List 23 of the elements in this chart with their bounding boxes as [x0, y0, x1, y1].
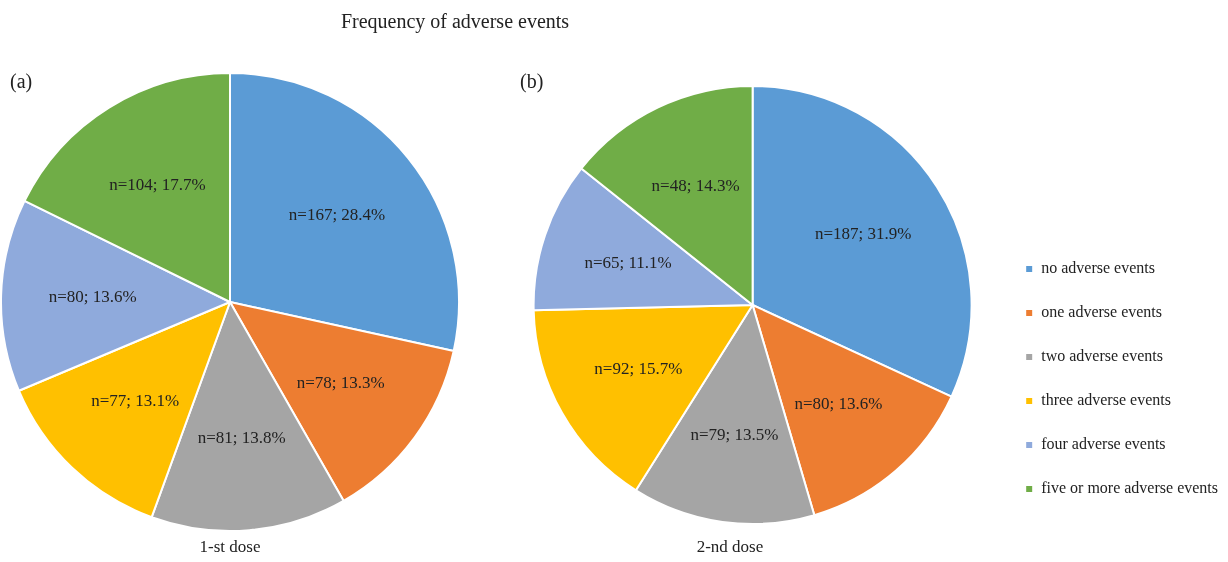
data-label: n=65; 11.1% — [584, 252, 672, 272]
data-label: n=77; 13.1% — [91, 390, 180, 410]
text: (b) — [520, 70, 544, 93]
data-label: n=79; 13.5% — [690, 424, 779, 444]
data-label: n=104; 17.7% — [109, 174, 206, 194]
data-label: n=92; 15.7% — [594, 359, 683, 379]
text: 2-nd dose — [696, 537, 764, 557]
data-label: n=80; 13.6% — [48, 287, 137, 307]
legend-label: five or more adverse events — [1041, 479, 1218, 497]
legend-label: no adverse events — [1041, 259, 1155, 277]
text: 1-st dose — [199, 537, 261, 557]
chart-title: Frequency of adverse events — [340, 10, 570, 33]
data-label: n=48; 14.3% — [651, 176, 740, 196]
data-label: n=187; 31.9% — [815, 223, 912, 243]
text: (a) — [10, 70, 33, 93]
data-label: n=78; 13.3% — [296, 372, 385, 392]
legend-label: three adverse events — [1041, 391, 1171, 409]
legend-label: four adverse events — [1041, 435, 1166, 453]
legend-label: one adverse events — [1041, 303, 1163, 321]
legend-label: two adverse events — [1041, 347, 1163, 365]
data-label: n=81; 13.8% — [197, 428, 286, 448]
data-label: n=167; 28.4% — [288, 205, 386, 225]
data-label: n=80; 13.6% — [794, 393, 883, 413]
